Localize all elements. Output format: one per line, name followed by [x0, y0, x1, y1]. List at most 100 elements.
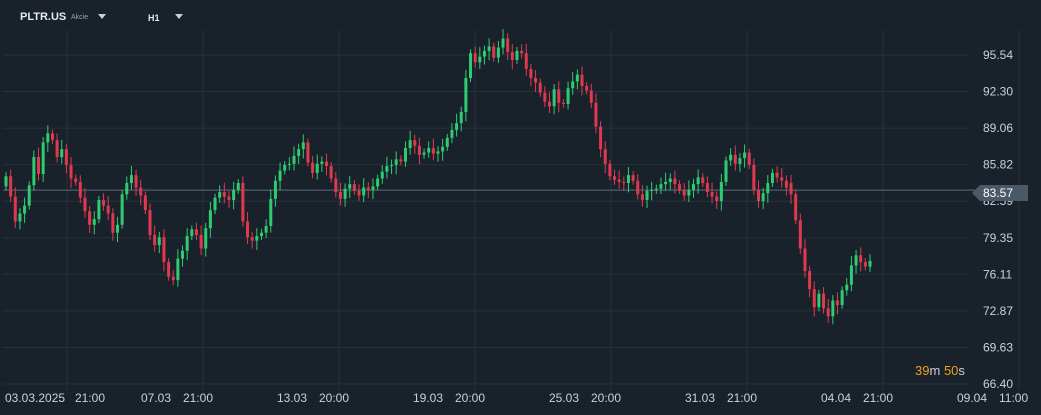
candle-body [826, 308, 830, 317]
candle-body [32, 157, 36, 186]
candle-body [185, 236, 189, 251]
candle-body [682, 189, 686, 196]
candle-body [645, 190, 649, 200]
candle-body [343, 188, 347, 199]
candle-body [376, 178, 380, 187]
candle-body [334, 178, 338, 193]
candle-body [102, 199, 106, 206]
candle-body [729, 154, 733, 161]
candle-body [255, 236, 259, 241]
y-axis-tick-label: 72.87 [983, 304, 1013, 318]
candle-body [88, 211, 92, 225]
countdown-minutes-unit: m [929, 363, 941, 378]
candle-body [673, 178, 677, 185]
candle-body [74, 178, 78, 182]
candle-body [859, 255, 863, 263]
candle-body [92, 219, 96, 225]
candle-body [250, 237, 254, 241]
candle-body [585, 85, 589, 91]
candle-body [380, 171, 384, 179]
candle-body [770, 172, 774, 184]
candle-body [306, 142, 310, 163]
candle-body [636, 180, 640, 195]
x-axis-time-label: 21:00 [863, 391, 893, 405]
candle-body [106, 205, 110, 214]
candle-body [338, 192, 342, 199]
candle-body [385, 166, 389, 172]
candle-body [194, 229, 198, 235]
candle-body [784, 180, 788, 188]
x-axis-date-label: 19.03 [413, 391, 443, 405]
candle-body [868, 260, 872, 267]
y-axis-tick-label: 66.40 [983, 377, 1013, 391]
candle-body [64, 149, 68, 165]
x-axis-time-label: 21:00 [183, 391, 213, 405]
candle-body [455, 123, 459, 130]
candle-body [394, 159, 398, 165]
candle-body [668, 178, 672, 182]
candle-body [320, 161, 324, 164]
candle-body [171, 276, 175, 281]
candle-body [50, 133, 54, 141]
candle-body [417, 145, 421, 155]
candle-body [798, 220, 802, 249]
y-axis-tick-label: 76.11 [983, 267, 1012, 281]
symbol-label: PLTR.US [20, 11, 67, 23]
candle-body [264, 225, 268, 233]
candle-body [687, 189, 691, 196]
candle-body [715, 196, 719, 202]
candle-body [111, 213, 115, 233]
x-axis-time-label: 21:00 [727, 391, 757, 405]
candle-body [325, 161, 329, 167]
candle-body [441, 146, 445, 152]
x-axis-time-label: 20:00 [455, 391, 485, 405]
candle-body [529, 69, 533, 79]
candle-body [199, 234, 203, 249]
candle-body [148, 210, 152, 235]
x-axis-date-label: 09.04 [957, 391, 987, 405]
candle-body [125, 183, 129, 195]
candle-body [241, 183, 245, 222]
candle-body [506, 38, 510, 53]
candle-body [580, 74, 584, 86]
candle-body [654, 188, 658, 190]
candle-body [41, 142, 45, 174]
candle-body [719, 181, 723, 202]
candle-body [436, 151, 440, 154]
candle-body [18, 213, 22, 222]
candle-body [348, 184, 352, 189]
candle-body [594, 102, 598, 127]
candle-body [403, 148, 407, 162]
candle-body [13, 196, 17, 222]
chart-header: PLTR.US Akcie H1 [0, 0, 400, 36]
candle-body [408, 140, 412, 149]
candle-body [520, 50, 524, 54]
candle-body [566, 88, 570, 104]
candle-body [831, 300, 835, 317]
candle-body [445, 137, 449, 147]
candle-body [794, 194, 798, 221]
candle-body [538, 82, 542, 93]
candle-body [352, 184, 356, 191]
candle-body [236, 183, 240, 190]
x-axis-time-label: 20:00 [319, 391, 349, 405]
candle-body [557, 89, 561, 103]
candle-body [422, 152, 426, 155]
candle-body [23, 205, 27, 214]
candle-body [510, 52, 514, 60]
candle-body [218, 192, 222, 198]
candle-body [603, 149, 607, 164]
candle-body [60, 149, 64, 158]
x-axis-time-label: 20:00 [591, 391, 621, 405]
candle-body [269, 198, 273, 226]
countdown-seconds-unit: s [958, 363, 965, 378]
candle-body [766, 183, 770, 194]
candle-body [134, 175, 138, 188]
candle-body [808, 271, 812, 290]
candle-body [650, 189, 654, 191]
countdown-minutes: 39 [915, 363, 930, 378]
y-axis-tick-label: 89.06 [983, 121, 1013, 135]
candle-body [561, 102, 565, 104]
candle-countdown: 39m 50s [915, 363, 965, 378]
